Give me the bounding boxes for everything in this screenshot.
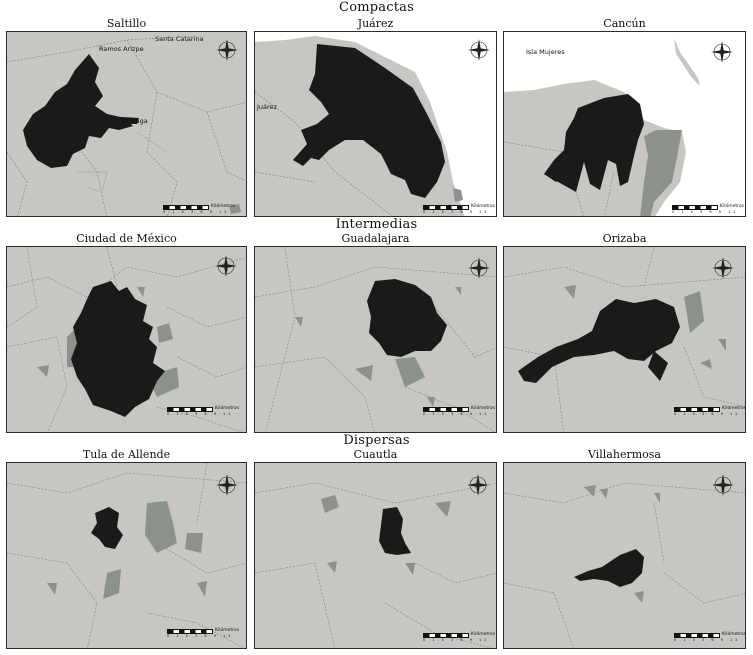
scale-bar: 0 1.5 3 6 9 12 Kilómetros (674, 406, 746, 416)
map-canvas (255, 247, 496, 432)
map-title-cancun: Cancún (603, 17, 646, 30)
map-panel-villahermosa[interactable]: 0 1.5 3 6 9 12 Kilómetros (503, 462, 746, 649)
urban-area-cuautla (379, 507, 411, 555)
place-label: Arteaga (122, 117, 148, 125)
map-canvas (504, 32, 745, 216)
map-panel-cancun[interactable]: Isla Mujeres 0 1.5 3 6 9 12 Kilómetros (503, 31, 746, 217)
scale-bar: 0 1.5 3 6 9 12 Kilómetros (674, 632, 746, 642)
scale-bar: 0 1.5 3 6 9 12 Kilómetros (423, 204, 495, 214)
map-title-ciudad-de-mexico: Ciudad de México (76, 232, 177, 245)
map-title-orizaba: Orizaba (602, 232, 647, 245)
map-panel-orizaba[interactable]: 0 1.5 3 6 9 12 Kilómetros (503, 246, 746, 433)
group-title-intermedias: Intermedias (335, 217, 418, 232)
compass-rose-icon (711, 473, 735, 497)
compass-rose-icon (214, 254, 238, 278)
place-label: Ramos Arizpe (99, 45, 144, 53)
map-canvas (255, 482, 496, 648)
scale-bar: 0 1.5 3 6 9 12 Kilómetros (167, 406, 239, 416)
scale-bar: 0 1.5 3 6 9 12 Kilómetros (167, 628, 239, 638)
group-title-dispersas: Dispersas (343, 433, 410, 448)
map-title-tula: Tula de Allende (82, 448, 171, 461)
map-panel-cuautla[interactable]: 0 1.5 3 6 9 12 Kilómetros (254, 462, 497, 649)
compass-rose-icon (710, 40, 734, 64)
scale-bar: 0 1.5 3 6 9 12 Kilómetros (423, 406, 495, 416)
compass-rose-icon (215, 473, 239, 497)
map-title-cuautla: Cuautla (353, 448, 398, 461)
map-canvas (255, 32, 496, 216)
compass-rose-icon (215, 38, 239, 62)
compass-rose-icon (466, 473, 490, 497)
map-panel-guadalajara[interactable]: 0 1.5 3 6 9 12 Kilómetros (254, 246, 497, 433)
place-label: Santa Catarina (155, 35, 204, 43)
urban-area-juarez (293, 44, 445, 198)
compass-rose-icon (711, 256, 735, 280)
map-title-villahermosa: Villahermosa (588, 448, 661, 461)
map-title-saltillo: Saltillo (106, 17, 147, 30)
map-panel-saltillo[interactable]: Ramos Arizpe Santa Catarina Arteaga 0 1.… (6, 31, 247, 217)
scale-bar: 0 1.5 3 6 9 12 Kilómetros (672, 204, 744, 214)
place-label: Isla Mujeres (526, 48, 565, 56)
place-label: Juárez (257, 103, 277, 111)
map-panel-tula[interactable]: 0 1.5 3 6 9 12 Kilómetros (6, 462, 247, 649)
map-canvas (7, 247, 246, 432)
compass-rose-icon (467, 256, 491, 280)
urban-area-orizaba (518, 299, 680, 383)
map-title-juarez: Juárez (357, 17, 394, 30)
urban-area-ciudad-de-mexico (71, 281, 165, 417)
map-title-guadalajara: Guadalajara (341, 232, 410, 245)
urban-area-villahermosa (574, 549, 644, 587)
water-body (255, 32, 496, 216)
map-canvas (7, 35, 246, 216)
urban-area-guadalajara (367, 279, 447, 357)
map-canvas (504, 247, 745, 432)
map-panel-ciudad-de-mexico[interactable]: 0 1.5 3 6 9 12 Kilómetros (6, 246, 247, 433)
map-canvas (7, 463, 246, 648)
compass-rose-icon (467, 38, 491, 62)
urban-area-tula (91, 507, 123, 549)
map-canvas (504, 482, 745, 648)
water-body (504, 32, 745, 216)
scale-bar: 0 1.5 3 6 9 12 Kilómetros (163, 204, 235, 214)
scale-bar: 0 1.5 3 6 9 12 Kilómetros (423, 632, 495, 642)
group-title-compactas: Compactas (339, 0, 414, 15)
map-panel-juarez[interactable]: Juárez 0 1.5 3 6 9 12 Kilómetros (254, 31, 497, 217)
urban-area-saltillo (23, 54, 133, 168)
